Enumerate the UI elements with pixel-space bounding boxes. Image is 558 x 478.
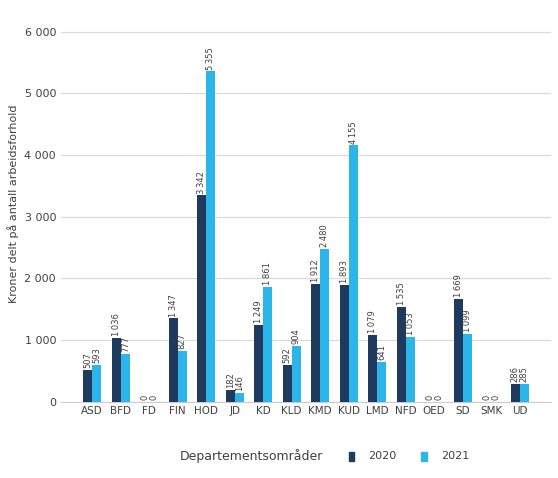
Bar [454, 299, 463, 402]
Bar [397, 307, 406, 402]
Bar [92, 365, 102, 402]
Bar [421, 452, 427, 461]
Text: 507: 507 [83, 353, 92, 369]
Y-axis label: Kroner delt på antall arbeidsforhold: Kroner delt på antall arbeidsforhold [7, 105, 19, 304]
Bar [406, 337, 415, 402]
Text: 1 347: 1 347 [169, 294, 177, 316]
Text: 592: 592 [283, 348, 292, 363]
Text: 1 053: 1 053 [406, 312, 415, 335]
Text: 182: 182 [225, 372, 235, 389]
Text: 2020: 2020 [368, 452, 397, 461]
Text: 285: 285 [519, 366, 529, 382]
Bar [511, 384, 519, 402]
Text: 593: 593 [92, 347, 102, 363]
Bar [349, 145, 358, 402]
Bar [121, 354, 130, 402]
Bar [169, 318, 178, 402]
Text: 3 342: 3 342 [197, 171, 206, 194]
Bar [112, 337, 121, 402]
Bar [463, 334, 472, 402]
Bar [83, 370, 92, 402]
Bar [519, 384, 529, 402]
Text: 0: 0 [434, 394, 443, 400]
Bar [282, 365, 292, 402]
Bar [178, 350, 187, 402]
Text: 0: 0 [425, 394, 434, 400]
Text: 1 912: 1 912 [311, 259, 320, 282]
Bar [254, 325, 263, 402]
Text: 0: 0 [491, 394, 500, 400]
Text: 1 535: 1 535 [397, 282, 406, 305]
Text: 1 861: 1 861 [263, 262, 272, 285]
Bar [235, 392, 244, 402]
Text: 1 036: 1 036 [112, 313, 121, 336]
Text: 1 669: 1 669 [454, 274, 463, 297]
Text: 2021: 2021 [441, 452, 469, 461]
Text: 1 893: 1 893 [340, 260, 349, 283]
Text: 1 249: 1 249 [254, 300, 263, 323]
Bar [377, 362, 386, 402]
Text: 1 079: 1 079 [368, 310, 377, 333]
Text: 827: 827 [178, 333, 187, 348]
Text: Departementsområder: Departementsområder [180, 449, 323, 464]
Text: 0: 0 [140, 394, 149, 400]
Bar [263, 287, 272, 402]
Text: 2 480: 2 480 [320, 224, 329, 247]
Bar [368, 335, 377, 402]
Bar [292, 346, 301, 402]
Bar [320, 249, 329, 402]
Text: 641: 641 [377, 344, 386, 360]
Text: 0: 0 [150, 394, 158, 400]
Text: 4 155: 4 155 [349, 121, 358, 143]
Bar [197, 196, 206, 402]
Text: 5 355: 5 355 [206, 47, 215, 69]
Text: 286: 286 [511, 366, 519, 382]
Bar [340, 285, 349, 402]
Bar [311, 283, 320, 402]
Text: 904: 904 [292, 328, 301, 344]
Text: 1 099: 1 099 [463, 309, 472, 332]
Text: 777: 777 [121, 336, 130, 352]
Bar [225, 391, 235, 402]
Text: 146: 146 [235, 375, 244, 391]
Text: 0: 0 [482, 394, 491, 400]
Bar [206, 71, 215, 402]
Bar [349, 452, 354, 461]
